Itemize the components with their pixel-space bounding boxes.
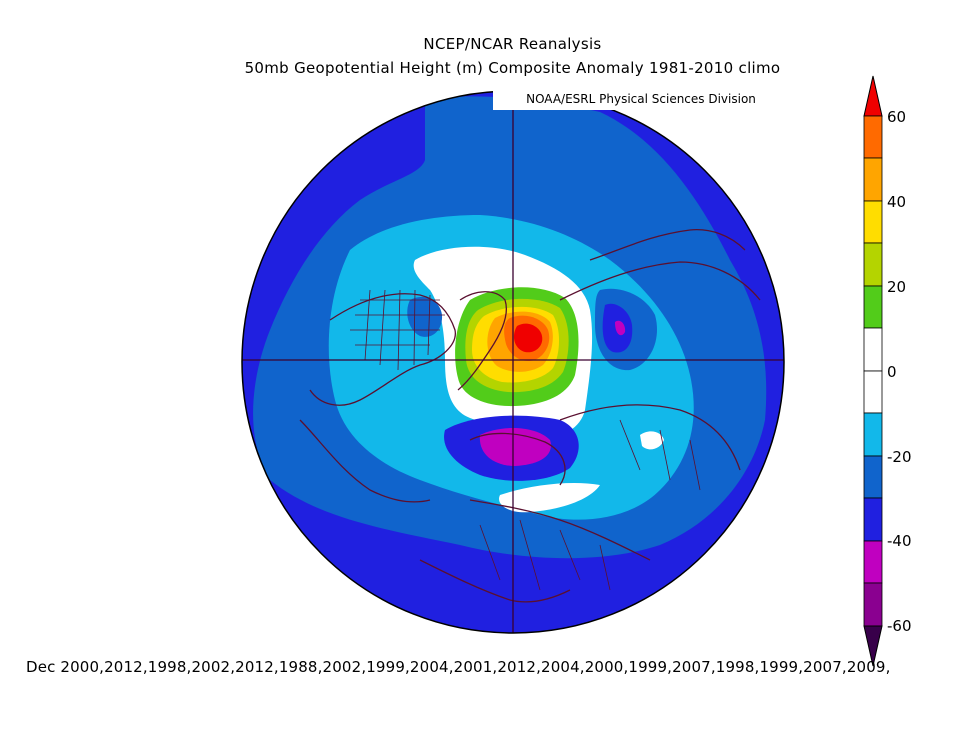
colorbar-bottom-arrow [863,625,883,667]
colorbar-bin-minus60-50 [863,582,883,627]
colorbar-label-40: 40 [887,193,907,211]
chart-subtitle: 50mb Geopotential Height (m) Composite A… [244,59,781,77]
colorbar-label-minus60: -60 [887,617,912,635]
composite-years-footer: Dec 2000,2012,1998,2002,2012,1988,2002,1… [26,658,891,676]
colorbar-bin-20-30 [863,242,883,287]
colorbar-bin-0-10 [863,327,883,372]
anomaly-contour-near-zero-2 [499,483,600,513]
chart-title: NCEP/NCAR Reanalysis [423,35,602,53]
colorbar-bin-minus20-10 [863,412,883,457]
anomaly-low-north-america [407,296,443,337]
anomaly-low-siberia-core [615,320,626,336]
colorbar-label-minus40: -40 [887,532,912,550]
colorbar-label-minus20: -20 [887,448,912,466]
colorbar-label-20: 20 [887,278,907,296]
coastlines [299,229,761,603]
colorbar-bin-minus50-40 [863,540,883,584]
colorbar-bin-30-40 [863,200,883,244]
colorbar-bin-40-50 [863,157,883,202]
anomaly-high-core [513,323,543,353]
political-boundaries [350,289,701,591]
colorbar-bin-50-60 [863,115,883,159]
colorbar-label-0: 0 [887,363,897,381]
credit-label: NOAA/ESRL Physical Sciences Division [493,88,789,110]
colorbar-bin-minus10-0 [863,370,883,414]
colorbar [863,75,883,667]
colorbar-top-arrow [863,75,883,117]
colorbar-bin-minus30-20 [863,455,883,499]
colorbar-label-60: 60 [887,108,907,126]
colorbar-bin-minus40-30 [863,497,883,542]
colorbar-bin-10-20 [863,285,883,329]
anomaly-contour-near-zero-3 [640,431,664,450]
